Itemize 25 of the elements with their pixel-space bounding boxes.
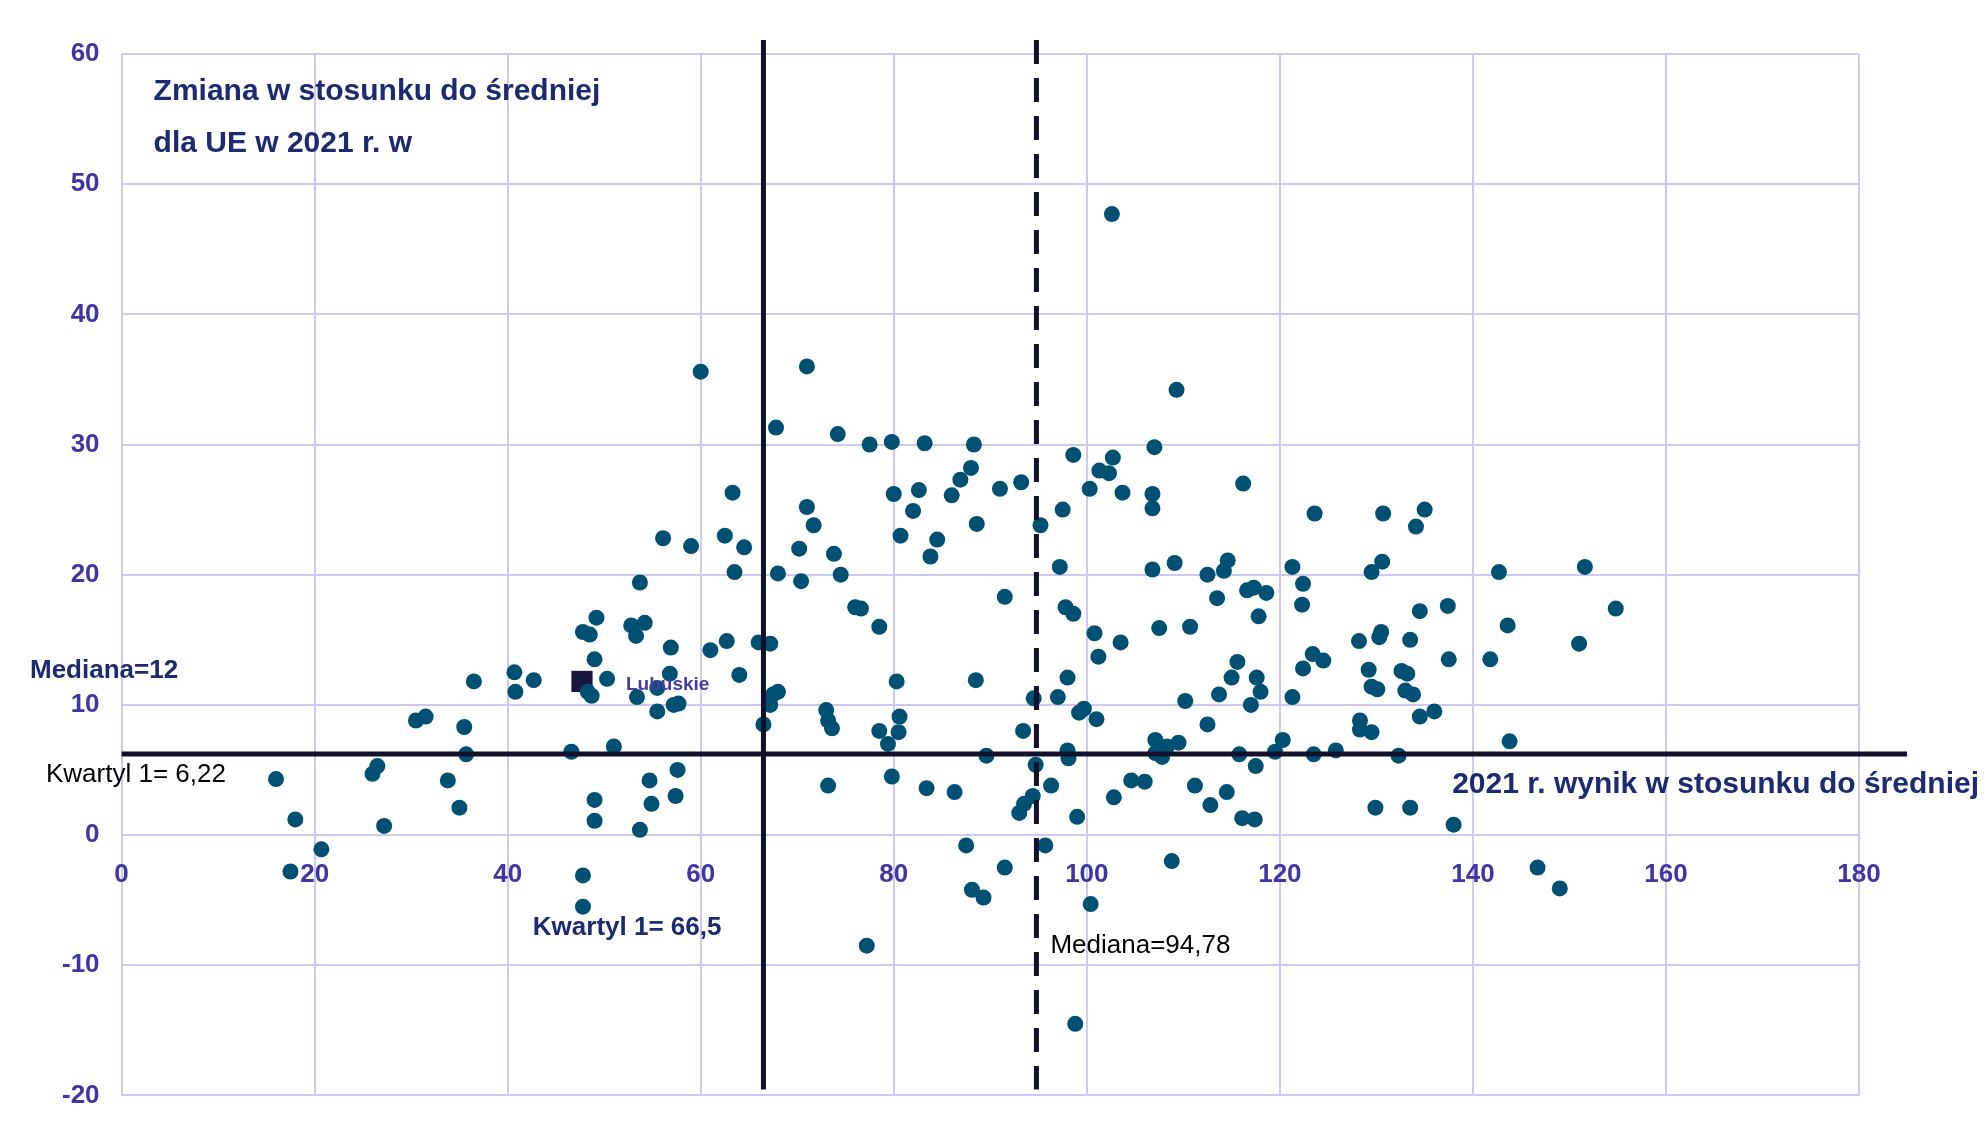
x-tick-label: 60 [686, 857, 716, 888]
x-tick-label: 160 [1644, 857, 1688, 888]
x-tick-label: 0 [114, 857, 129, 888]
annotation: Mediana=12 [30, 654, 179, 684]
x-tick-label: 100 [1065, 857, 1109, 888]
y-tick-label: 40 [70, 297, 100, 328]
y-tick-label: 30 [70, 427, 100, 458]
y-tick-label: 50 [70, 167, 100, 198]
ref-line-label: Mediana=94,78 [1050, 929, 1231, 960]
y-tick-label: 60 [70, 37, 100, 68]
x-tick-label: 120 [1258, 857, 1302, 888]
x-tick-label: 20 [300, 857, 330, 888]
y-tick-label: -10 [62, 948, 100, 979]
y-axis-title: Zmiana w stosunku do średniej dla UE w 2021 r. w [153, 73, 601, 158]
x-tick-label: 140 [1451, 857, 1495, 888]
x-tick-label: 180 [1837, 857, 1881, 888]
y-tick-label: 20 [70, 557, 100, 588]
y-tick-label: 0 [85, 818, 100, 849]
ref-line-label: Kwartyl 1= 66,5 [532, 911, 722, 942]
x-axis-title: 2021 r. wynik w stosunku do średniej [1452, 766, 1979, 800]
y-tick-label: -20 [62, 1078, 100, 1109]
y-tick-label: 10 [70, 688, 100, 719]
ref-line-label: Kwartyl 1= 6,22 [46, 758, 226, 789]
x-tick-label: 80 [879, 857, 909, 888]
x-tick-label: 40 [493, 857, 523, 888]
